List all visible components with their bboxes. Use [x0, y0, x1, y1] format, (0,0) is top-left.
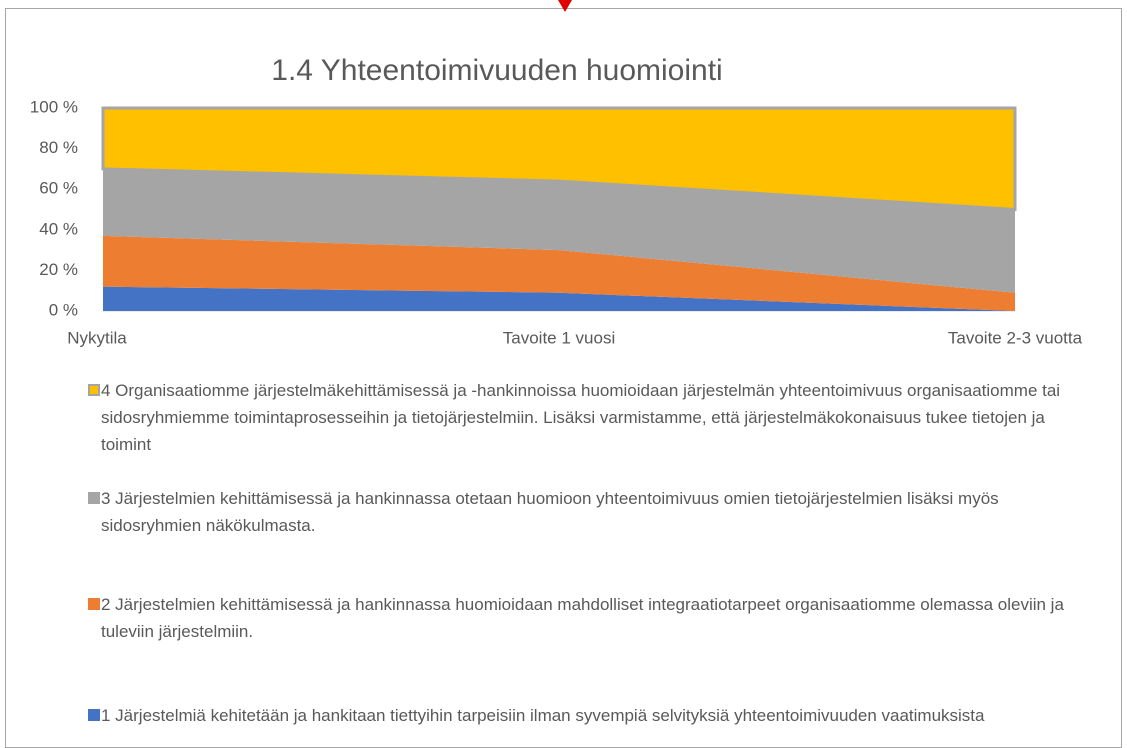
x-tick-label: Nykytila [67, 328, 127, 347]
y-tick-label: 80 % [39, 138, 78, 157]
legend-swatch [88, 598, 100, 610]
y-tick-label: 100 % [30, 97, 78, 116]
legend-swatch [88, 492, 100, 504]
legend-item: 2 Järjestelmien kehittämisessä ja hankin… [88, 591, 1098, 645]
legend-item: 1 Järjestelmiä kehitetään ja hankitaan t… [88, 702, 1098, 729]
legend-label: 1 Järjestelmiä kehitetään ja hankitaan t… [101, 706, 985, 725]
legend-label: 2 Järjestelmien kehittämisessä ja hankin… [101, 595, 1064, 641]
y-tick-label: 20 % [39, 260, 78, 279]
legend-item: 4 Organisaatiomme järjestelmäkehittämise… [88, 377, 1098, 458]
x-tick-label: Tavoite 1 vuosi [503, 328, 615, 347]
legend-swatch [88, 384, 100, 396]
legend-swatch [88, 709, 100, 721]
chart-title: 1.4 Yhteentoimivuuden huomiointi [271, 54, 722, 87]
legend-label: 4 Organisaatiomme järjestelmäkehittämise… [101, 381, 1061, 454]
area [103, 286, 1015, 311]
legend-item: 3 Järjestelmien kehittämisessä ja hankin… [88, 485, 1098, 539]
area [101, 106, 1017, 212]
y-tick-label: 0 % [49, 300, 78, 319]
area [103, 168, 1015, 293]
x-tick-label: Tavoite 2-3 vuotta [948, 328, 1083, 347]
legend-label: 3 Järjestelmien kehittämisessä ja hankin… [101, 489, 999, 535]
y-tick-label: 40 % [39, 219, 78, 238]
marker-arrow [558, 0, 572, 12]
y-tick-label: 60 % [39, 179, 78, 198]
area [103, 235, 1015, 311]
